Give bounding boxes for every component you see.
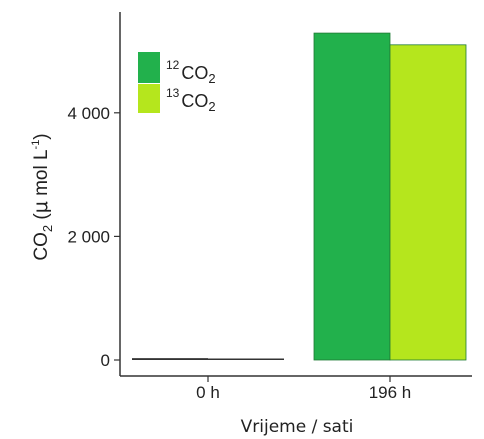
- bar-12co2-0h: [132, 358, 208, 360]
- bar-13co2-0h: [208, 358, 284, 360]
- bar-12co2-196h: [313, 32, 391, 361]
- legend-swatch-13co2: [138, 84, 160, 113]
- x-axis-label: Vrijeme / sati: [241, 417, 354, 437]
- y-axis-label: CO2 (μ mol L-1): [30, 133, 55, 260]
- legend-label-12co2: 12 CO2: [166, 58, 216, 86]
- legend-label-13co2: 13 CO2: [166, 86, 216, 114]
- y-tick-label: 0: [101, 351, 110, 370]
- x-tick-label: 0 h: [196, 383, 220, 402]
- y-tick-label: 4 000: [67, 104, 110, 123]
- x-tick-label: 196 h: [369, 383, 412, 402]
- bar-13co2-196h: [389, 44, 467, 361]
- legend: 12 CO2 13 CO2: [138, 52, 216, 114]
- legend-swatch-12co2: [138, 52, 160, 83]
- y-tick-label: 2 000: [67, 227, 110, 246]
